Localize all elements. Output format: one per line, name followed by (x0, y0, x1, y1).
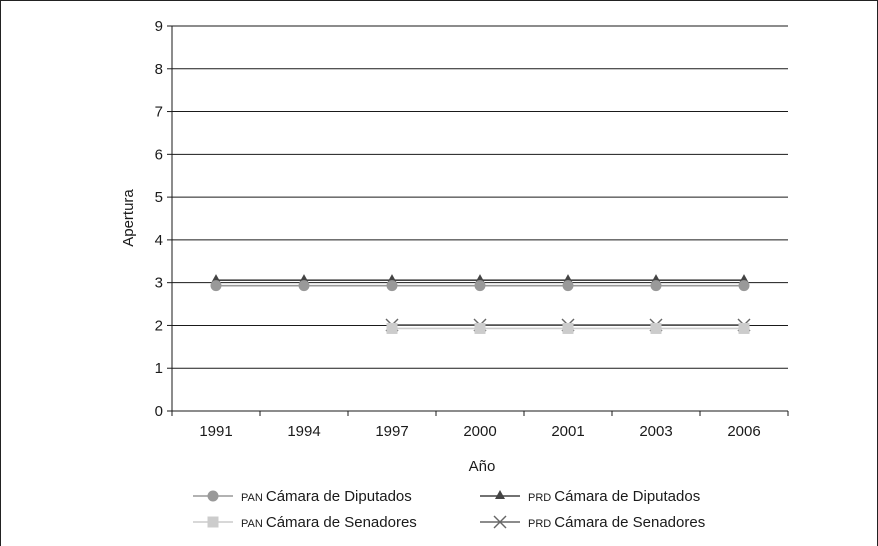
legend-label: PRD Cámara de Senadores (528, 514, 705, 531)
y-tick-label: 7 (155, 104, 163, 121)
legend-marker (493, 515, 507, 529)
x-tick-label: 1994 (287, 423, 320, 440)
series-group (210, 274, 751, 334)
legend-party: PAN (241, 492, 266, 504)
x-tick-label: 1997 (375, 423, 408, 440)
legend-marker (207, 490, 219, 502)
legend: PAN Cámara de Diputados PRD Cámara de Dip… (193, 488, 705, 531)
data-point (474, 280, 486, 292)
x-tick-label: 2003 (639, 423, 672, 440)
y-axis-title: Apertura (120, 189, 137, 247)
legend-item: PAN Cámara de Diputados (193, 488, 412, 505)
y-tick-label: 4 (155, 232, 163, 249)
legend-series-name: Cámara de Senadores (266, 514, 417, 531)
data-point (386, 280, 398, 292)
y-tick-label: 9 (155, 18, 163, 35)
data-point (738, 280, 750, 292)
y-tick-label: 0 (155, 403, 163, 420)
data-point (298, 280, 310, 292)
x-tick-labels: 1991 1994 1997 2000 2001 2003 2006 (199, 423, 760, 440)
legend-marker (495, 490, 505, 499)
data-point (650, 322, 662, 334)
data-point (562, 280, 574, 292)
data-point (386, 322, 398, 334)
legend-party: PRD (528, 492, 554, 504)
y-tick-label: 6 (155, 146, 163, 163)
axes (167, 25, 789, 416)
data-point (474, 322, 486, 334)
y-tick-label: 5 (155, 189, 163, 206)
data-point (562, 322, 574, 334)
legend-series-name: Cámara de Senadores (554, 514, 705, 531)
legend-label: PAN Cámara de Senadores (241, 514, 417, 531)
data-point (650, 280, 662, 292)
legend-party: PAN (241, 518, 266, 530)
x-tick-label: 2001 (551, 423, 584, 440)
y-tick-label: 8 (155, 61, 163, 78)
y-tick-labels: 0 1 2 3 4 5 6 7 8 9 (155, 18, 163, 420)
legend-label: PAN Cámara de Diputados (241, 488, 412, 505)
data-point (210, 280, 222, 292)
data-point (738, 322, 750, 334)
x-tick-label: 2000 (463, 423, 496, 440)
y-tick-label: 2 (155, 317, 163, 334)
x-tick-label: 1991 (199, 423, 232, 440)
x-axis-title: Año (469, 458, 496, 475)
legend-item: PAN Cámara de Senadores (193, 514, 417, 531)
x-stroke (493, 515, 507, 529)
gridlines (172, 25, 788, 369)
legend-label: PRD Cámara de Diputados (528, 488, 700, 505)
legend-series-name: Cámara de Diputados (554, 488, 700, 505)
legend-series-name: Cámara de Diputados (266, 488, 412, 505)
y-tick-label: 1 (155, 360, 163, 377)
series-pan-circle (210, 280, 750, 292)
legend-party: PRD (528, 518, 554, 530)
series-pan-square (386, 322, 750, 334)
y-tick-label: 3 (155, 275, 163, 292)
legend-item: PRD Cámara de Diputados (480, 488, 700, 505)
legend-item: PRD Cámara de Senadores (480, 514, 705, 531)
x-tick-label: 2006 (727, 423, 760, 440)
legend-marker (207, 516, 219, 528)
